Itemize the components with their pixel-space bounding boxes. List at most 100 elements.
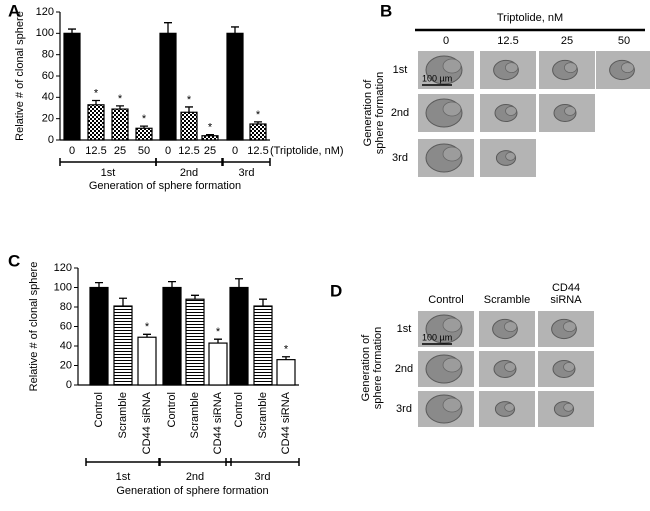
significance-mark: * <box>142 113 147 125</box>
scale-bar-label: 100 µm <box>422 332 452 342</box>
sphere <box>562 321 577 333</box>
x-axis-label: Generation of sphere formation <box>89 180 241 192</box>
y-tick-label: 40 <box>42 91 54 103</box>
micrograph <box>479 351 535 387</box>
bar <box>113 305 133 386</box>
sphere <box>505 106 517 116</box>
x-tick-label: Scramble <box>117 392 129 438</box>
scale-bar-label: 100 µm <box>422 73 452 83</box>
column-label: 0 <box>443 35 449 47</box>
significance-mark: * <box>94 87 99 99</box>
y-axis-label: Relative # of clonal sphere <box>28 262 40 392</box>
micrograph <box>539 94 595 132</box>
group-label: 3rd <box>255 471 271 483</box>
y-axis-label: sphere formation <box>374 72 386 155</box>
bar <box>249 123 267 141</box>
micrograph <box>596 51 650 89</box>
x-tick-label: Scramble <box>257 392 269 438</box>
group-label: 1st <box>101 167 116 179</box>
x-tick-label: 25 <box>114 145 126 157</box>
panel-label: D <box>330 281 342 300</box>
bar <box>253 305 273 386</box>
bar <box>111 108 129 141</box>
sphere <box>442 397 462 413</box>
error-bar <box>259 298 267 307</box>
significance-mark: * <box>216 326 221 338</box>
x-tick-label: Control <box>233 392 245 427</box>
panel-label: B <box>380 1 392 20</box>
column-label: 25 <box>561 35 573 47</box>
error-bar <box>143 333 151 338</box>
significance-mark: * <box>145 321 150 333</box>
y-axis-label: Generation of <box>360 334 372 402</box>
sphere <box>442 58 462 74</box>
micrograph <box>539 51 595 89</box>
column-label: Scramble <box>484 294 530 306</box>
significance-mark: * <box>208 122 213 134</box>
x-tick-label: 50 <box>138 145 150 157</box>
micrograph <box>480 94 536 132</box>
error-bar <box>206 134 214 136</box>
y-tick-label: 0 <box>48 134 54 146</box>
micrograph <box>480 139 536 177</box>
x-tick-label: 0 <box>232 145 238 157</box>
micrograph <box>480 51 536 89</box>
x-tick-label: Control <box>93 392 105 427</box>
error-bar <box>191 294 199 300</box>
sphere <box>563 62 578 73</box>
x-tick-label: 25 <box>204 145 216 157</box>
y-tick-label: 60 <box>60 320 72 332</box>
y-tick-label: 60 <box>42 70 54 82</box>
x-tick-label: CD44 siRNA <box>212 391 224 454</box>
error-bar <box>95 281 103 288</box>
x-tick-label: CD44 siRNA <box>141 391 153 454</box>
sphere <box>505 151 516 161</box>
micrograph <box>418 391 474 427</box>
row-label: 2nd <box>395 363 413 375</box>
y-axis-label: sphere formation <box>372 327 384 410</box>
error-bar <box>92 99 100 105</box>
bar <box>229 286 249 386</box>
group-label: 3rd <box>239 167 255 179</box>
x-axis-label: Generation of sphere formation <box>116 485 268 497</box>
sphere <box>442 101 462 117</box>
y-tick-label: 80 <box>42 49 54 61</box>
significance-mark: * <box>284 344 289 356</box>
y-tick-label: 100 <box>36 27 54 39</box>
y-tick-label: 120 <box>54 262 72 274</box>
error-bar <box>254 121 262 124</box>
bar <box>63 32 81 141</box>
column-label: 12.5 <box>497 35 518 47</box>
x-tick-label: 12.5 <box>247 145 268 157</box>
micrograph <box>418 139 474 177</box>
y-tick-label: 120 <box>36 6 54 18</box>
micrograph <box>418 94 474 132</box>
bar <box>201 135 219 141</box>
micrograph <box>538 351 594 387</box>
row-label: 2nd <box>391 107 409 119</box>
error-bar <box>116 105 124 110</box>
bar <box>87 104 105 141</box>
micrograph: 100 µm <box>418 311 474 347</box>
y-axis-label: Relative # of clonal sphere <box>14 11 26 141</box>
row-label: 3rd <box>392 152 408 164</box>
sphere <box>564 106 576 116</box>
error-bar <box>231 26 239 34</box>
significance-mark: * <box>187 94 192 106</box>
error-bar <box>68 28 76 34</box>
column-label: 50 <box>618 35 630 47</box>
error-bar <box>185 106 193 113</box>
bar <box>135 127 153 141</box>
micrograph <box>479 311 535 347</box>
sphere <box>504 402 515 412</box>
bar <box>89 286 109 386</box>
y-tick-label: 0 <box>66 379 72 391</box>
y-tick-label: 40 <box>60 340 72 352</box>
x-tick-label: Control <box>166 392 178 427</box>
error-bar <box>140 125 148 129</box>
y-axis-label: Generation of <box>362 79 374 147</box>
micrograph <box>479 391 535 427</box>
y-tick-label: 80 <box>60 301 72 313</box>
group-bracket <box>158 458 232 466</box>
